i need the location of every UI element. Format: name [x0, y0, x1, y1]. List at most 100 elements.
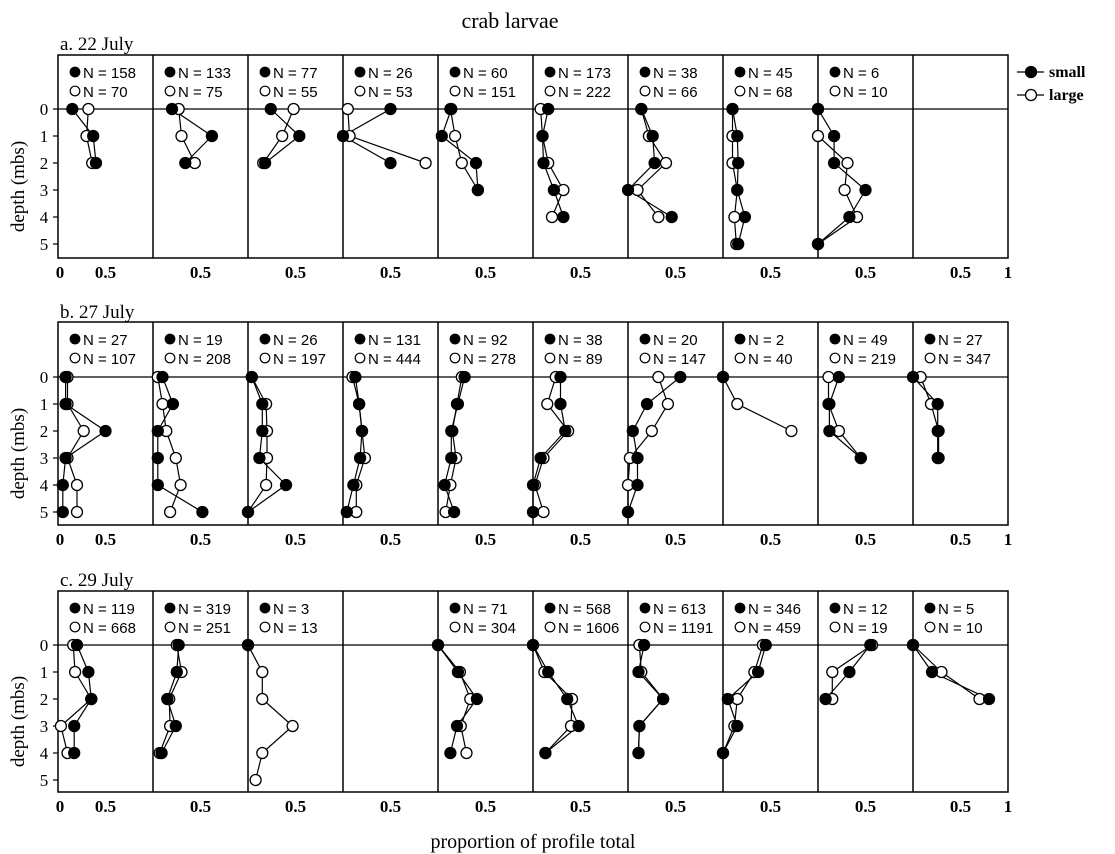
point-small [161, 692, 174, 706]
point-small [646, 129, 659, 143]
point-small [68, 719, 81, 733]
point-small [557, 210, 570, 224]
point-large [652, 370, 665, 384]
profile-panel-10: 0.5 1 [950, 263, 1012, 282]
point-small [674, 370, 687, 384]
n-large-marker [829, 85, 841, 97]
chart-row-3: c. 29 July 0 1 2 3 4 5 depth (mbs) 0.5 0 N = 119 N … [8, 570, 1012, 816]
x-tick-label: 0.5 [380, 530, 401, 549]
n-large-marker [449, 352, 461, 364]
n-large-label: N = 444 [368, 351, 421, 368]
n-large-label: N = 668 [83, 620, 136, 637]
point-small [56, 478, 69, 492]
y-tick-label: 3 [40, 181, 49, 200]
point-large [70, 505, 84, 519]
n-small-marker [69, 66, 81, 78]
point-small [245, 370, 258, 384]
point-large [54, 719, 68, 733]
point-small [854, 451, 867, 465]
point-small [732, 237, 745, 251]
point-small [716, 370, 730, 384]
n-small-label: N = 2 [748, 332, 784, 349]
profile-panel-1: 0.5 0 N = 158 N = 70 [56, 65, 136, 282]
series-line-large [534, 376, 569, 513]
n-small-marker [164, 602, 176, 614]
point-small [347, 478, 360, 492]
series-line-small [62, 377, 107, 512]
n-large-label: N = 10 [843, 84, 888, 101]
point-small [635, 102, 648, 116]
point-large [169, 451, 182, 465]
point-small [811, 237, 825, 251]
point-small [648, 156, 661, 170]
point-large [455, 156, 468, 170]
point-large [460, 746, 473, 760]
point-large [259, 478, 273, 492]
n-large-marker [829, 621, 841, 633]
point-small [56, 505, 69, 519]
x-tick-label: 1 [1004, 797, 1013, 816]
point-small [445, 451, 458, 465]
point-small [526, 478, 540, 492]
point-large [826, 665, 839, 679]
point-small [444, 746, 457, 760]
n-small-label: N = 26 [273, 332, 318, 349]
series-line-large [247, 376, 268, 513]
y-tick-label: 0 [40, 636, 49, 655]
point-small [352, 397, 366, 411]
series-line-small [828, 376, 862, 459]
profile-panel-3: 0.5 N = 3 N = 13 [241, 601, 318, 816]
n-small-marker [924, 333, 936, 345]
y-tick-label: 4 [40, 744, 49, 763]
profile-panel-10: 0.5 1 N = 27 N = 347 [906, 332, 1012, 549]
point-small [384, 102, 397, 116]
x-tick-label: 0.5 [190, 263, 211, 282]
point-small [431, 638, 445, 652]
n-small-label: N = 38 [653, 65, 698, 82]
point-large [276, 129, 289, 143]
n-large-marker [639, 621, 651, 633]
n-small-label: N = 173 [558, 65, 611, 82]
point-large [448, 129, 462, 143]
x-tick-label: 0.5 [855, 530, 876, 549]
y-tick-label: 4 [40, 208, 49, 227]
point-small [731, 183, 744, 197]
point-large [728, 210, 741, 224]
profile-panel-9: 0.5 N = 49 N = 219 [822, 332, 896, 549]
point-small [632, 746, 645, 760]
x-tick-label: 0.5 [760, 263, 781, 282]
point-small [751, 665, 765, 679]
point-large [822, 370, 835, 384]
n-small-marker [829, 602, 841, 614]
point-small [256, 424, 269, 438]
n-small-marker [449, 333, 461, 345]
point-small [931, 397, 944, 411]
n-large-label: N = 304 [463, 620, 516, 637]
x-tick-label: 0.5 [950, 263, 971, 282]
point-small [196, 505, 209, 519]
point-small [451, 665, 465, 679]
point-large [256, 746, 269, 760]
y-axis-label: depth (mbs) [8, 676, 29, 767]
x-tick-label: 0.5 [570, 530, 591, 549]
point-small [151, 478, 164, 492]
point-small [172, 638, 185, 652]
n-large-label: N = 75 [178, 84, 223, 101]
row-title: c. 29 July [60, 570, 134, 591]
series-line-large [827, 377, 862, 459]
n-large-label: N = 147 [653, 351, 706, 368]
profile-panel-1: 0.5 0 N = 119 N = 668 [54, 601, 136, 816]
point-small [621, 183, 635, 197]
n-small-marker [69, 333, 81, 345]
n-small-marker [639, 333, 651, 345]
x-tick-label: 0.5 [285, 263, 306, 282]
point-small [169, 719, 182, 733]
point-small [70, 638, 84, 652]
y-tick-label: 1 [40, 127, 49, 146]
point-large [249, 773, 262, 787]
point-large [287, 102, 300, 116]
profile-panel-9: 0.5 N = 12 N = 19 [819, 601, 888, 816]
n-small-label: N = 60 [463, 65, 508, 82]
point-small [445, 102, 458, 116]
profile-panel-3: 0.5 N = 26 N = 197 [241, 332, 326, 549]
